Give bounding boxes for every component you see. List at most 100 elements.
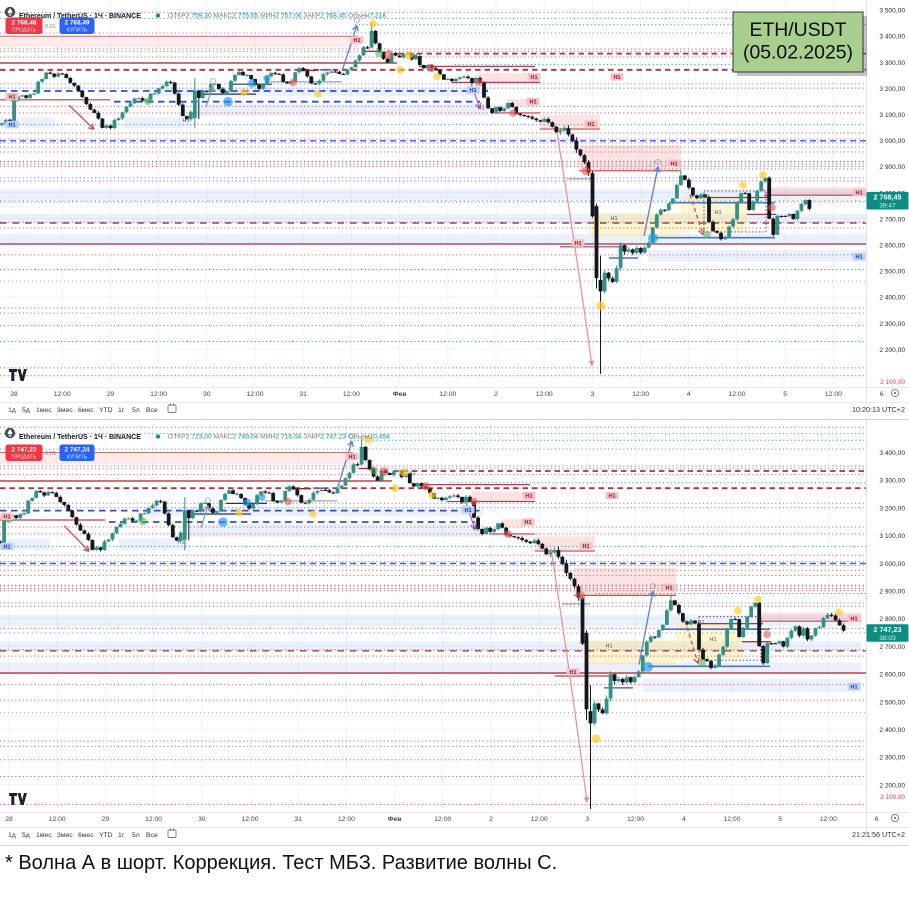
svg-text:12:00: 12:00 <box>434 816 451 823</box>
svg-text:12:00: 12:00 <box>150 391 167 398</box>
svg-text:12:00: 12:00 <box>343 391 360 398</box>
svg-text:4: 4 <box>682 816 686 823</box>
svg-text:H1: H1 <box>605 644 612 650</box>
svg-text:H1: H1 <box>529 100 536 106</box>
svg-text:0,01: 0,01 <box>45 24 56 30</box>
svg-text:Фев: Фев <box>393 391 407 398</box>
svg-text:12:00: 12:00 <box>145 816 162 823</box>
svg-text:Все: Все <box>146 832 158 839</box>
svg-text:H1: H1 <box>850 616 857 622</box>
svg-text:12:00: 12:00 <box>632 391 649 398</box>
svg-text:2 300,00: 2 300,00 <box>879 321 905 328</box>
svg-text:2 747,23: 2 747,23 <box>12 447 37 454</box>
svg-text:H1: H1 <box>855 191 862 197</box>
svg-text:2 900,00: 2 900,00 <box>879 164 905 171</box>
svg-text:5: 5 <box>778 816 782 823</box>
svg-text:Все: Все <box>146 407 158 414</box>
svg-text:12:00: 12:00 <box>49 816 66 823</box>
svg-text:H1: H1 <box>353 38 360 44</box>
svg-text:2 900,00: 2 900,00 <box>879 589 905 596</box>
svg-text:Ethereum / TetherUS · 1Ч · BIN: Ethereum / TetherUS · 1Ч · BINANCE <box>19 13 141 20</box>
svg-text:6мес: 6мес <box>78 832 94 839</box>
svg-text:5л: 5л <box>132 832 140 839</box>
svg-text:3 000,00: 3 000,00 <box>879 138 905 145</box>
svg-text:H1: H1 <box>702 194 709 200</box>
svg-text:3мес: 3мес <box>57 407 73 414</box>
svg-text:H1: H1 <box>850 685 857 691</box>
svg-text:21:21:56 UTC+2: 21:21:56 UTC+2 <box>852 830 905 839</box>
svg-text:2 700,00: 2 700,00 <box>879 644 905 651</box>
svg-text:H1: H1 <box>469 88 476 94</box>
svg-text:3 100,00: 3 100,00 <box>879 533 905 540</box>
svg-text:H1: H1 <box>8 95 15 101</box>
svg-text:H1: H1 <box>608 494 615 500</box>
svg-text:Фев: Фев <box>388 816 402 823</box>
svg-text:2 300,00: 2 300,00 <box>879 755 905 762</box>
svg-text:H1: H1 <box>182 118 189 124</box>
svg-text:КУПИТЬ: КУПИТЬ <box>67 455 88 461</box>
svg-text:H1: H1 <box>855 255 862 261</box>
svg-text:2: 2 <box>489 816 493 823</box>
svg-text:3 300,00: 3 300,00 <box>879 478 905 485</box>
svg-text:2 800,00: 2 800,00 <box>879 616 905 623</box>
svg-text:КУПИТЬ: КУПИТЬ <box>67 28 88 34</box>
svg-text:2 500,00: 2 500,00 <box>879 699 905 706</box>
svg-text:6: 6 <box>875 816 879 823</box>
svg-text:3 200,00: 3 200,00 <box>879 505 905 512</box>
svg-text:5д: 5д <box>22 407 30 414</box>
svg-text:39:47: 39:47 <box>879 203 896 210</box>
svg-text:28: 28 <box>5 816 13 823</box>
svg-text:2 700,00: 2 700,00 <box>879 216 905 223</box>
svg-text:0,01: 0,01 <box>45 451 56 457</box>
svg-text:H1: H1 <box>413 54 420 60</box>
svg-text:H1: H1 <box>582 544 589 550</box>
svg-text:29: 29 <box>107 391 115 398</box>
svg-text:4: 4 <box>687 391 691 398</box>
svg-text:30: 30 <box>198 816 206 823</box>
svg-text:H1: H1 <box>348 455 355 461</box>
svg-text:H1: H1 <box>408 471 415 477</box>
svg-text:ОТКР2 759,30 МАКС2 775,65 МИН2: ОТКР2 759,30 МАКС2 775,65 МИН2 757,06 ЗА… <box>168 12 386 20</box>
svg-text:ОТКР2 723,00 МАКС2 749,04 МИН2: ОТКР2 723,00 МАКС2 749,04 МИН2 716,54 ЗА… <box>168 433 390 441</box>
svg-text:H1: H1 <box>3 514 10 520</box>
svg-text:2 768,45: 2 768,45 <box>874 193 902 202</box>
svg-text:H1: H1 <box>670 161 677 167</box>
svg-text:3: 3 <box>586 816 590 823</box>
svg-text:H1: H1 <box>524 520 531 526</box>
svg-text:1мес: 1мес <box>36 407 52 414</box>
svg-text:12:00: 12:00 <box>246 391 263 398</box>
svg-text:Ethereum / TetherUS · 1Ч · BIN: Ethereum / TetherUS · 1Ч · BINANCE <box>19 434 141 441</box>
svg-text:1мес: 1мес <box>36 832 52 839</box>
svg-text:38:03: 38:03 <box>879 635 896 642</box>
svg-text:1г: 1г <box>118 832 125 839</box>
svg-text:2: 2 <box>494 391 498 398</box>
svg-text:6мес: 6мес <box>78 407 94 414</box>
svg-text:(05.02.2025): (05.02.2025) <box>743 42 853 64</box>
svg-text:3мес: 3мес <box>57 832 73 839</box>
svg-text:H1: H1 <box>665 585 672 591</box>
svg-text:12:00: 12:00 <box>338 816 355 823</box>
svg-text:H1: H1 <box>3 544 10 550</box>
svg-text:1д: 1д <box>8 407 16 414</box>
svg-text:31: 31 <box>299 391 307 398</box>
svg-text:12:00: 12:00 <box>536 391 553 398</box>
svg-text:2 747,24: 2 747,24 <box>65 447 90 454</box>
svg-text:2 200,00: 2 200,00 <box>879 347 905 354</box>
svg-text:3 000,00: 3 000,00 <box>879 561 905 568</box>
svg-text:3 400,00: 3 400,00 <box>879 34 905 41</box>
svg-text:31: 31 <box>294 816 302 823</box>
svg-text:3 400,00: 3 400,00 <box>879 450 905 457</box>
svg-text:H1: H1 <box>177 539 184 545</box>
svg-text:H1: H1 <box>610 216 617 222</box>
svg-text:12:00: 12:00 <box>627 816 644 823</box>
svg-text:12:00: 12:00 <box>531 816 548 823</box>
svg-text:2 747,23: 2 747,23 <box>874 625 902 634</box>
svg-text:2 768,48: 2 768,48 <box>12 20 37 27</box>
svg-text:2 600,00: 2 600,00 <box>879 672 905 679</box>
svg-text:* Волна А в шорт. Коррекция. Т: * Волна А в шорт. Коррекция. Тест МБЗ. Р… <box>5 852 557 874</box>
svg-text:H1: H1 <box>574 241 581 247</box>
svg-text:29: 29 <box>102 816 110 823</box>
svg-text:5: 5 <box>783 391 787 398</box>
svg-text:30: 30 <box>203 391 211 398</box>
svg-text:5л: 5л <box>132 407 140 414</box>
